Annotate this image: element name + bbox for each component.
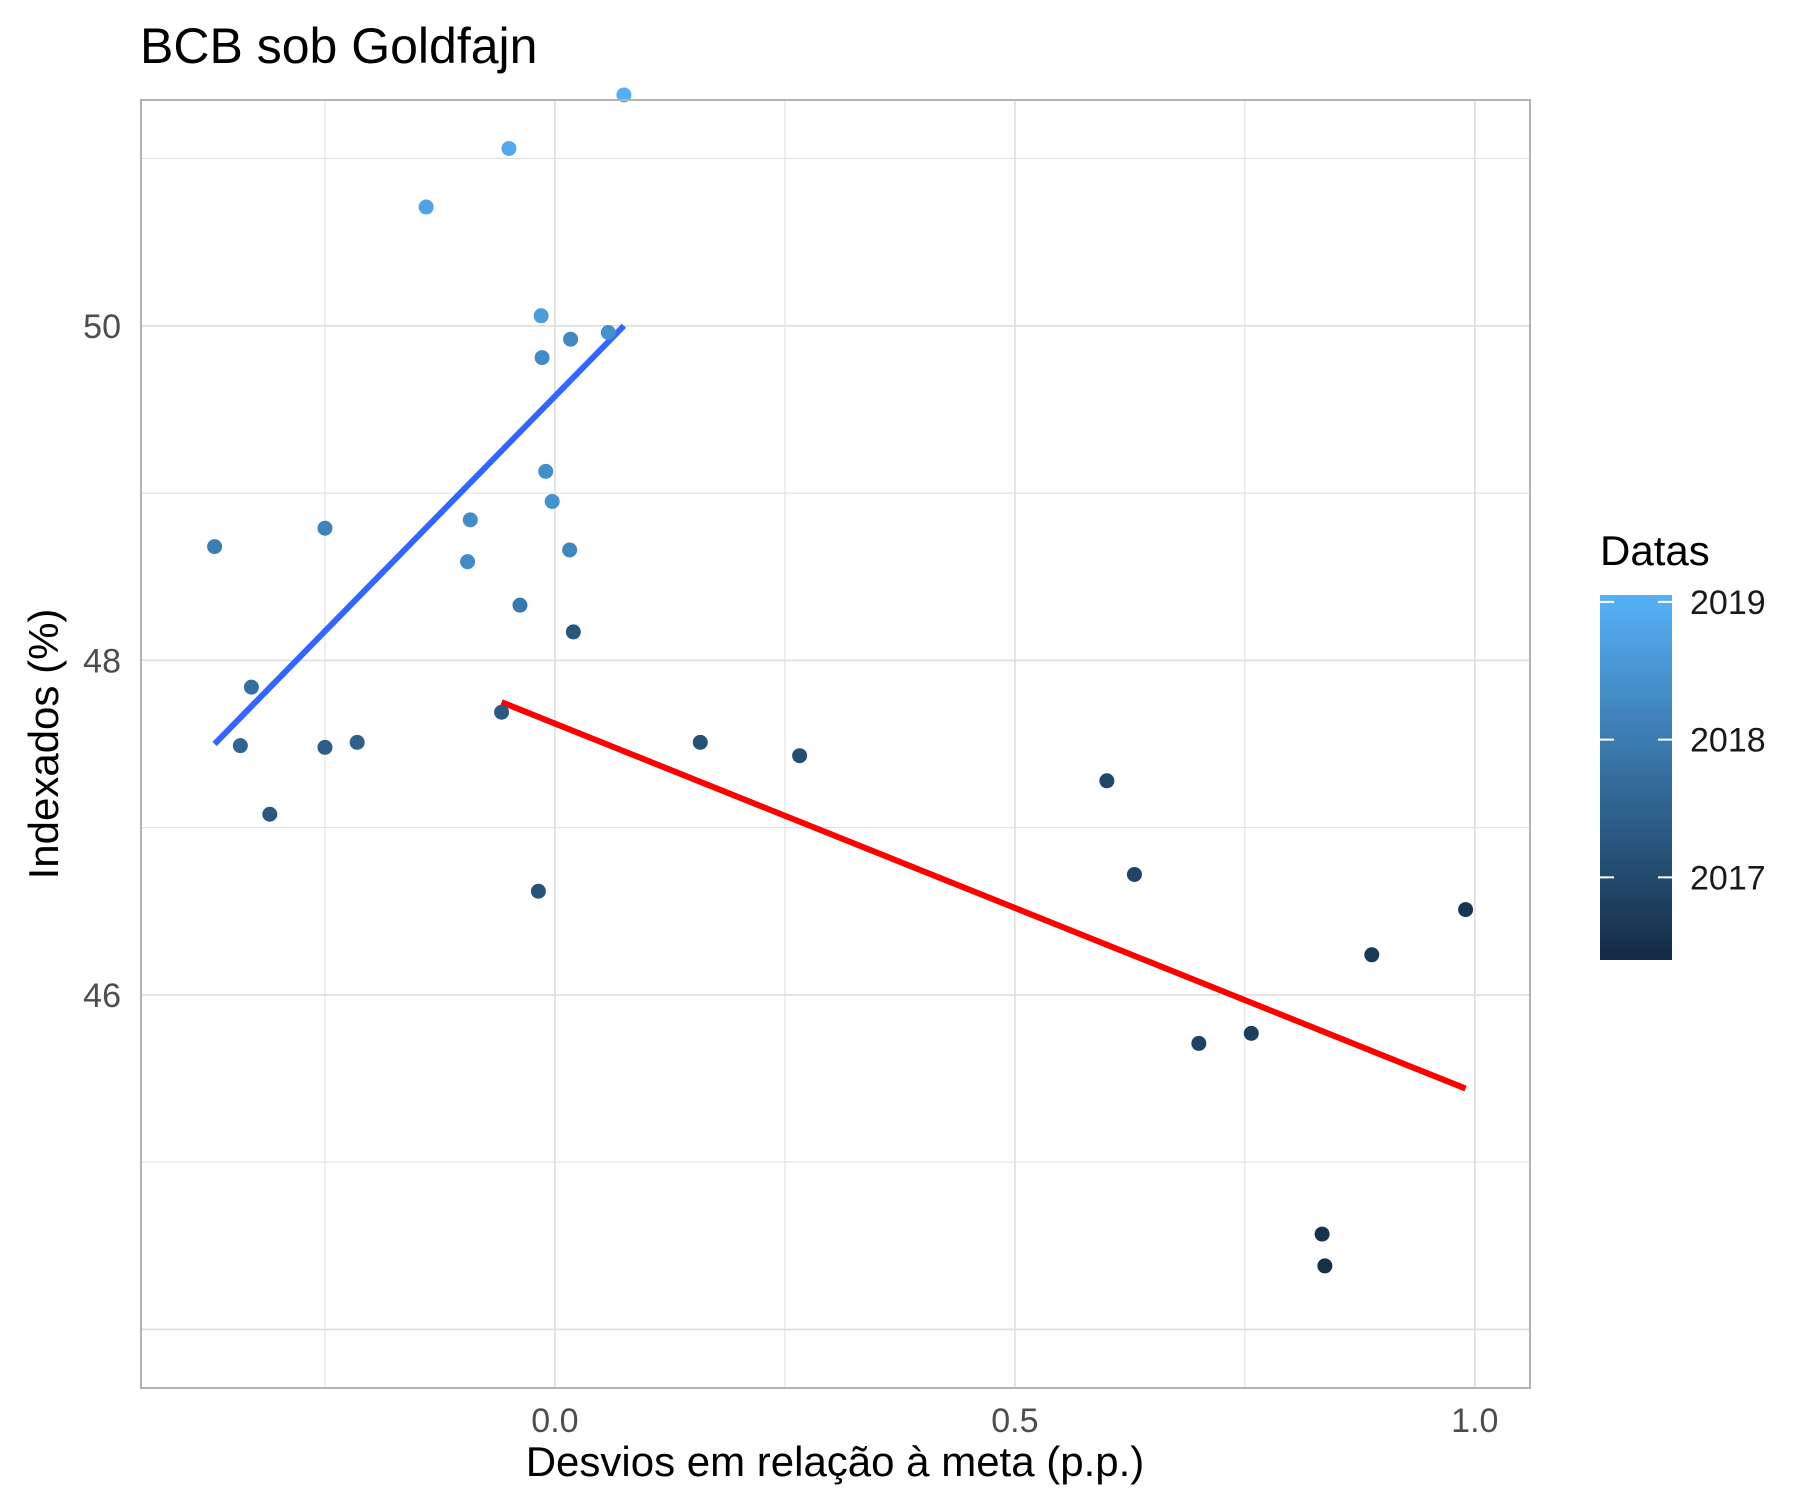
data-point bbox=[692, 734, 708, 750]
data-point bbox=[462, 512, 478, 528]
chart-title: BCB sob Goldfajn bbox=[140, 18, 537, 74]
x-axis-ticks: 0.0 0.5 1.0 bbox=[531, 1402, 1498, 1440]
data-point bbox=[534, 350, 550, 366]
data-point bbox=[616, 87, 632, 103]
data-point bbox=[317, 520, 333, 536]
data-point bbox=[565, 624, 581, 640]
legend-tick-label: 2017 bbox=[1690, 859, 1766, 897]
data-point bbox=[460, 554, 476, 570]
x-tick-label: 0.0 bbox=[531, 1402, 578, 1440]
data-point bbox=[533, 308, 549, 324]
data-point bbox=[262, 806, 278, 822]
data-point bbox=[1126, 866, 1142, 882]
data-point bbox=[544, 493, 560, 509]
y-tick-label: 46 bbox=[83, 977, 121, 1015]
x-axis-title: Desvios em relação à meta (p.p.) bbox=[526, 1438, 1145, 1485]
data-point bbox=[207, 539, 223, 555]
data-point bbox=[317, 739, 333, 755]
data-point bbox=[1243, 1025, 1259, 1041]
data-point bbox=[1191, 1035, 1207, 1051]
x-tick-label: 1.0 bbox=[1451, 1402, 1498, 1440]
plot-border bbox=[140, 99, 1531, 1389]
trend-line bbox=[212, 323, 627, 747]
data-point bbox=[530, 883, 546, 899]
data-point bbox=[600, 325, 616, 341]
data-point bbox=[512, 597, 528, 613]
legend-title: Datas bbox=[1600, 527, 1710, 574]
data-point bbox=[538, 463, 554, 479]
data-point bbox=[501, 141, 517, 157]
data-point bbox=[562, 542, 578, 558]
data-point bbox=[1364, 947, 1380, 963]
data-point bbox=[349, 734, 365, 750]
legend-tick-label: 2019 bbox=[1690, 584, 1766, 622]
data-point bbox=[494, 704, 510, 720]
y-tick-label: 48 bbox=[83, 642, 121, 680]
data-point bbox=[243, 679, 259, 695]
data-point bbox=[1317, 1258, 1333, 1274]
legend-ticks: 2017 2018 2019 bbox=[1600, 584, 1766, 897]
y-tick-label: 50 bbox=[83, 308, 121, 346]
data-point bbox=[1099, 773, 1115, 789]
legend-tick-label: 2018 bbox=[1690, 722, 1766, 760]
data-point bbox=[1314, 1226, 1330, 1242]
data-point bbox=[792, 748, 808, 764]
legend-colorbar bbox=[1600, 595, 1672, 960]
y-axis-title: Indexados (%) bbox=[20, 609, 67, 880]
data-point bbox=[418, 199, 434, 215]
plot-panel bbox=[140, 87, 1531, 1389]
trend-lines bbox=[212, 323, 1467, 1092]
data-points bbox=[207, 87, 1474, 1274]
data-point bbox=[232, 738, 248, 754]
color-legend: Datas 2017 2018 2019 bbox=[1600, 527, 1766, 960]
plot-background bbox=[141, 100, 1530, 1388]
data-point bbox=[1458, 902, 1474, 918]
y-axis-ticks: 46 48 50 bbox=[83, 308, 121, 1015]
grid-lines bbox=[141, 100, 1530, 1388]
x-tick-label: 0.5 bbox=[991, 1402, 1038, 1440]
trend-line bbox=[500, 699, 1467, 1092]
data-point bbox=[563, 331, 579, 347]
